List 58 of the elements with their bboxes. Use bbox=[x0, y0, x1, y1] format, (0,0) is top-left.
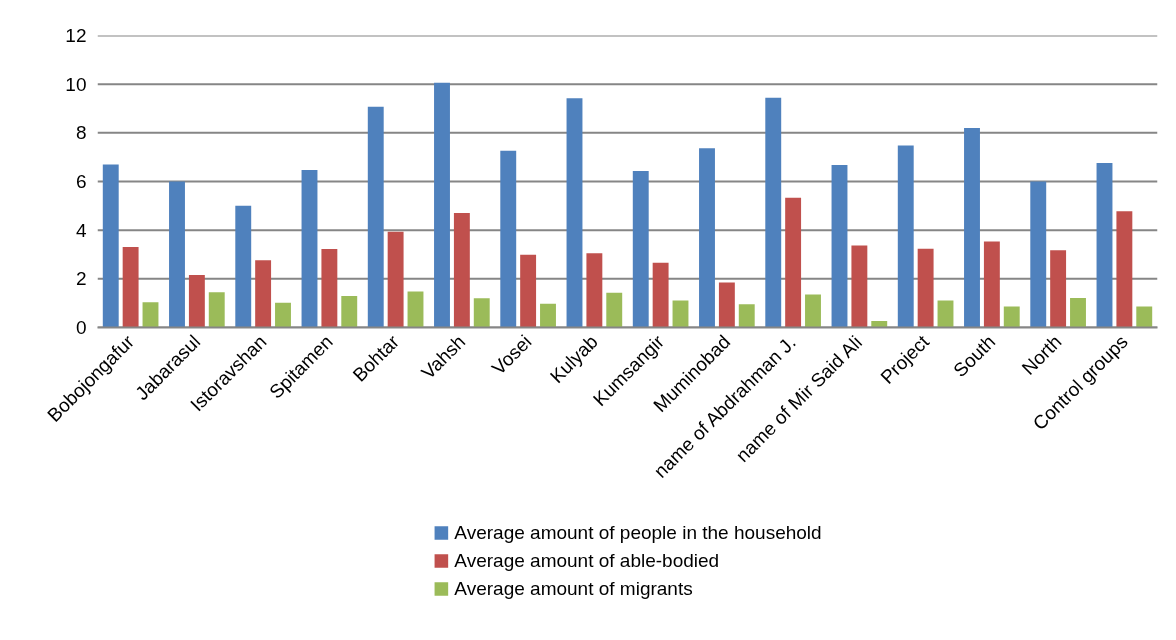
bar bbox=[566, 98, 583, 328]
legend-label: Average amount of able-bodied bbox=[454, 549, 720, 572]
bar bbox=[321, 248, 338, 328]
bar bbox=[831, 164, 848, 328]
bar bbox=[208, 292, 225, 328]
y-tick-label: 6 bbox=[75, 171, 87, 192]
bar bbox=[672, 300, 689, 328]
bar bbox=[1136, 306, 1153, 328]
bar bbox=[102, 164, 119, 328]
bar bbox=[586, 253, 603, 328]
bar bbox=[540, 303, 556, 328]
y-tick-label: 8 bbox=[75, 122, 87, 144]
bar bbox=[341, 296, 358, 328]
bar bbox=[453, 212, 470, 328]
bar bbox=[897, 145, 914, 328]
bar bbox=[407, 291, 424, 328]
bar bbox=[652, 262, 669, 328]
bar bbox=[301, 170, 318, 328]
bar bbox=[367, 106, 384, 328]
bar bbox=[500, 150, 517, 328]
bar bbox=[917, 248, 934, 328]
bar bbox=[434, 82, 450, 328]
bar bbox=[1070, 298, 1086, 328]
bar bbox=[275, 302, 291, 328]
bar bbox=[169, 181, 185, 328]
bar bbox=[805, 294, 821, 328]
bar bbox=[473, 298, 490, 328]
legend-label: Average amount of people in the household bbox=[454, 521, 822, 544]
bar bbox=[699, 148, 715, 328]
bar bbox=[142, 302, 159, 328]
bar bbox=[937, 300, 954, 328]
bar bbox=[387, 231, 404, 328]
bar bbox=[606, 292, 623, 328]
y-tick-label: 10 bbox=[65, 73, 87, 95]
bar bbox=[255, 260, 272, 328]
bar bbox=[1003, 306, 1020, 328]
bar bbox=[851, 245, 868, 328]
bar bbox=[122, 246, 139, 328]
bar bbox=[520, 254, 537, 328]
bar bbox=[1050, 250, 1067, 328]
bar bbox=[765, 97, 782, 328]
bar bbox=[235, 205, 252, 328]
bar bbox=[1116, 211, 1133, 328]
bar bbox=[785, 197, 802, 328]
legend-label: Average amount of migrants bbox=[454, 577, 693, 600]
bar bbox=[188, 274, 205, 328]
bar bbox=[718, 282, 735, 328]
bar bbox=[983, 241, 1000, 328]
bar bbox=[871, 320, 888, 328]
y-tick-label: 4 bbox=[75, 219, 87, 241]
y-tick-label: 12 bbox=[65, 25, 87, 46]
bar bbox=[1030, 181, 1047, 328]
bar bbox=[632, 171, 649, 328]
y-tick-label: 2 bbox=[75, 268, 87, 290]
bar bbox=[1096, 163, 1113, 328]
bar bbox=[738, 304, 755, 328]
y-tick-label: 0 bbox=[75, 317, 87, 338]
bar bbox=[964, 127, 980, 328]
